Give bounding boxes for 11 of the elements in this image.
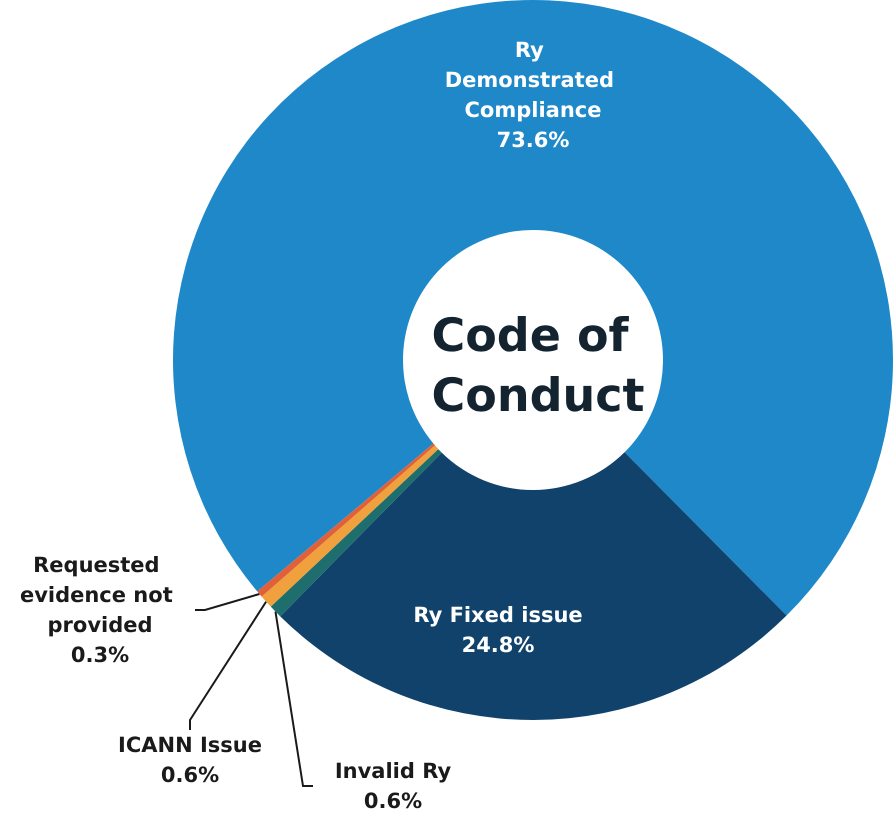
- data-label: 0.6%: [364, 789, 422, 813]
- data-label: 0.3%: [70, 643, 130, 667]
- slice-label: Ry Fixed issue: [413, 603, 583, 627]
- text: Code of Conduct: [431, 308, 645, 422]
- slice-label: Ry Demonstrated Compliance: [444, 38, 622, 122]
- slice-label: Invalid Ry: [334, 759, 452, 783]
- slice-label: ICANN Issue: [118, 733, 262, 757]
- data-label: 0.6%: [160, 763, 220, 787]
- data-label: 24.8%: [462, 633, 534, 657]
- data-label: 73.6%: [496, 128, 570, 152]
- slice-label: Requested evidence not provided: [20, 553, 180, 637]
